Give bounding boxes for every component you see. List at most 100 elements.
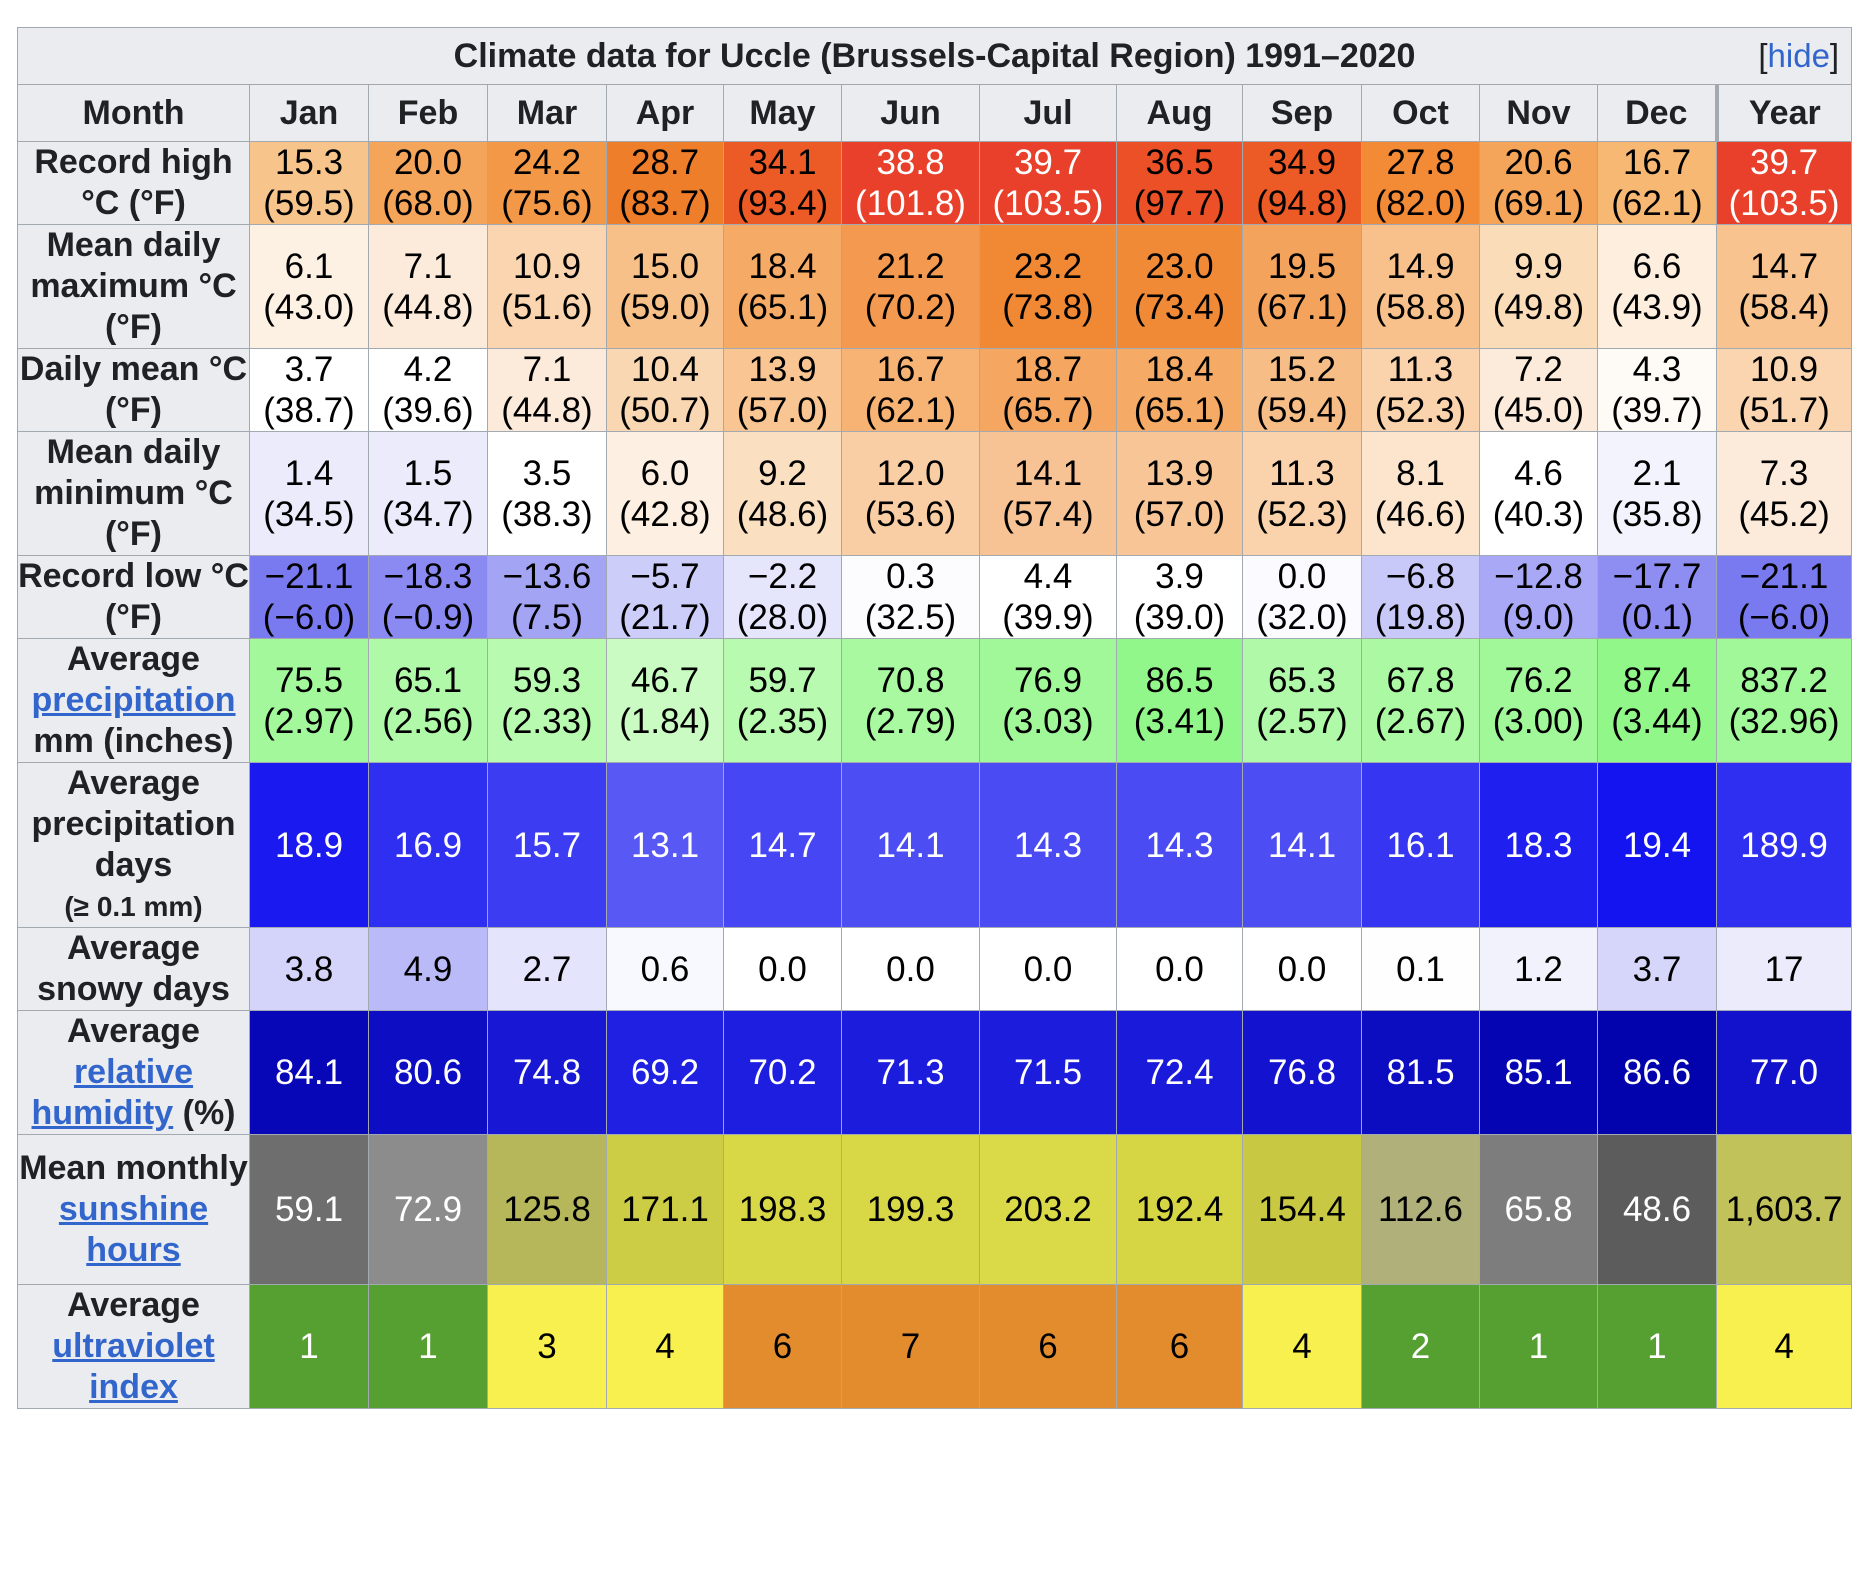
cell-snow-days-year: 17 (1715, 927, 1853, 1011)
cell-value-secondary: (2.67) (1374, 701, 1467, 741)
cell-value: 19.4 (1622, 825, 1692, 865)
cell-value: 4.9 (403, 949, 453, 989)
cell-daily-mean-jul: 18.7 (65.7) (979, 348, 1117, 432)
cell-value: 71.3 (876, 1053, 945, 1092)
cell-value: 6.6 (1632, 246, 1682, 286)
cell-mean-max-sep: 19.5 (67.1) (1242, 224, 1362, 349)
cell-value-secondary: (39.9) (1002, 598, 1094, 637)
cell-value-secondary: (40.3) (1492, 494, 1585, 534)
cell-value-secondary: (32.5) (864, 598, 957, 637)
column-header-jul: Jul (979, 84, 1117, 142)
row-header-precip-days: Average precipitation days (≥ 0.1 mm) (17, 762, 250, 928)
cell-value: 18.4 (748, 246, 817, 286)
cell-value: 1.2 (1514, 949, 1563, 989)
cell-humidity-apr: 69.2 (606, 1010, 724, 1135)
cell-mean-max-dec: 6.6 (43.9) (1597, 224, 1717, 349)
cell-snow-days-may: 0.0 (723, 927, 842, 1011)
table-row: Mean daily maximum °C (°F) 6.1 (43.0) 7.1 (4… (17, 224, 1853, 349)
uv-link[interactable]: ultraviolet index (52, 1327, 215, 1406)
cell-value-secondary: (73.8) (1002, 287, 1094, 327)
cell-value: 77.0 (1749, 1053, 1819, 1092)
cell-value: 14.1 (1267, 825, 1337, 865)
cell-value: 59.1 (274, 1190, 344, 1229)
cell-uv-dec: 1 (1597, 1284, 1717, 1409)
row-label-text: Average (67, 1012, 200, 1050)
cell-record-low-jul: 4.4 (39.9) (979, 555, 1117, 639)
cell-value: 2 (1410, 1327, 1431, 1366)
cell-value: 7 (900, 1327, 921, 1366)
cell-value-secondary: (57.0) (736, 391, 829, 430)
cell-value: 65.3 (1267, 660, 1337, 700)
cell-snow-days-apr: 0.6 (606, 927, 724, 1011)
cell-value: 171.1 (621, 1190, 709, 1229)
cell-snow-days-aug: 0.0 (1116, 927, 1243, 1011)
hide-toggle: [hide] (1758, 37, 1840, 74)
cell-value-secondary: (65.7) (1002, 391, 1094, 430)
table-body: Record high °C (°F) 15.3 (59.5) 20.0 (68.0) 2… (17, 141, 1853, 1409)
cell-mean-max-jun: 21.2 (70.2) (841, 224, 980, 349)
cell-sunshine-jan: 59.1 (249, 1134, 369, 1285)
humidity-link[interactable]: relative humidity (31, 1053, 194, 1132)
cell-value: 2.1 (1632, 453, 1682, 493)
cell-snow-days-jun: 0.0 (841, 927, 980, 1011)
cell-record-low-dec: −17.7 (0.1) (1597, 555, 1717, 639)
cell-value: 36.5 (1145, 143, 1214, 182)
cell-value: 14.7 (1749, 246, 1819, 286)
cell-value: 14.3 (1145, 825, 1214, 865)
cell-value: −21.1 (1739, 557, 1829, 596)
cell-value: 14.7 (748, 825, 817, 865)
cell-value: 3.5 (522, 453, 572, 493)
row-label-text: Average precipitation days (31, 764, 236, 884)
table-row: Mean daily minimum °C (°F) 1.4 (34.5) 1.5 (3… (17, 431, 1853, 556)
cell-value: 125.8 (503, 1190, 591, 1229)
cell-snow-days-jan: 3.8 (249, 927, 369, 1011)
cell-value: 85.1 (1504, 1053, 1573, 1092)
column-header-sep: Sep (1242, 84, 1362, 142)
row-header-mean-min: Mean daily minimum °C (°F) (17, 431, 250, 556)
cell-value-secondary: (65.1) (736, 287, 829, 327)
cell-value-secondary: (101.8) (855, 184, 966, 223)
cell-value: 10.9 (1749, 350, 1819, 389)
cell-value: 4.3 (1632, 350, 1682, 389)
cell-value: 13.9 (1145, 453, 1214, 493)
cell-value: 3.7 (1632, 949, 1682, 989)
cell-mean-min-dec: 2.1 (35.8) (1597, 431, 1717, 556)
cell-value: 11.3 (1269, 453, 1335, 493)
row-header-record-high: Record high °C (°F) (17, 141, 250, 225)
cell-value: 70.8 (876, 660, 945, 700)
table-row: Average precipitation days (≥ 0.1 mm) 18.9… (17, 762, 1853, 928)
cell-value-secondary: (2.33) (501, 701, 593, 741)
cell-value-secondary: (39.6) (382, 391, 474, 430)
hide-link[interactable]: hide (1767, 37, 1830, 74)
cell-precip-jan: 75.5 (2.97) (249, 638, 369, 763)
cell-value: 12.0 (876, 453, 945, 493)
cell-value-secondary: (34.5) (263, 494, 355, 534)
table-caption-row: Climate data for Uccle (Brussels-Capital… (16, 27, 1853, 85)
sunshine-link[interactable]: sunshine hours (58, 1190, 209, 1269)
cell-value: 189.9 (1740, 825, 1828, 865)
climate-table-container: Climate data for Uccle (Brussels-Capital… (16, 27, 1853, 1409)
table-row: Record high °C (°F) 15.3 (59.5) 20.0 (68.0) 2… (17, 141, 1853, 225)
cell-value: 1.5 (403, 453, 453, 493)
cell-record-low-feb: −18.3 (−0.9) (368, 555, 488, 639)
cell-value-secondary: (50.7) (619, 391, 711, 430)
cell-value: 0.0 (1277, 949, 1327, 989)
cell-uv-oct: 2 (1361, 1284, 1480, 1409)
cell-value: 9.9 (1514, 246, 1563, 286)
cell-mean-min-oct: 8.1 (46.6) (1361, 431, 1480, 556)
cell-value-secondary: (2.56) (382, 701, 474, 741)
cell-mean-max-mar: 10.9 (51.6) (487, 224, 607, 349)
cell-value-secondary: (44.8) (501, 391, 593, 430)
cell-daily-mean-year: 10.9 (51.7) (1715, 348, 1853, 432)
cell-value: −13.6 (502, 557, 592, 596)
cell-value: 20.0 (393, 143, 463, 182)
table-row: Average snowy days 3.8 4.9 2.7 0.6 0.0 0.0 0.0 0… (17, 927, 1853, 1011)
cell-value: 0.0 (1023, 949, 1073, 989)
cell-sunshine-apr: 171.1 (606, 1134, 724, 1285)
cell-value-secondary: (28.0) (736, 598, 829, 637)
cell-record-high-feb: 20.0 (68.0) (368, 141, 488, 225)
cell-value: 72.9 (393, 1190, 463, 1229)
column-header-aug: Aug (1116, 84, 1243, 142)
cell-value-secondary: (46.6) (1374, 494, 1467, 534)
precip-link[interactable]: precipitation (31, 681, 236, 719)
